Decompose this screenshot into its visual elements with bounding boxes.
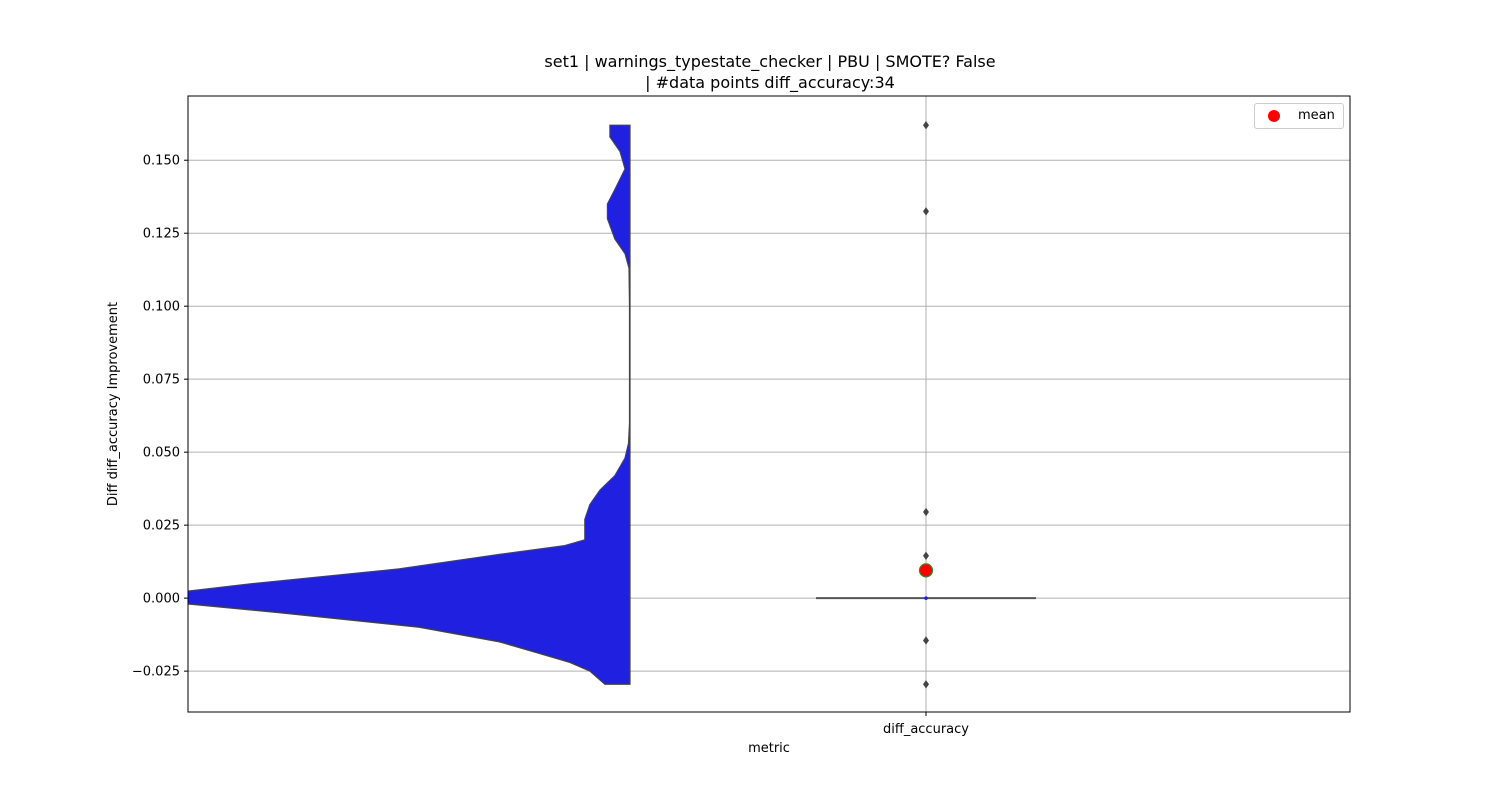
y-axis-label: Diff diff_accuracy Improvement [106, 302, 121, 506]
outlier-point-1 [923, 207, 929, 216]
legend: mean [1254, 103, 1344, 129]
x-tick-label-0: diff_accuracy [883, 722, 969, 737]
y-tick-label-0: −0.025 [132, 665, 180, 680]
y-tick-label-3: 0.050 [143, 446, 180, 461]
box-median-dot [924, 596, 928, 600]
violin-body [188, 124, 631, 685]
outlier-point-5 [923, 680, 929, 689]
mean-point [918, 563, 934, 578]
plot-frame [187, 95, 1351, 713]
y-tick-label-5: 0.100 [143, 300, 180, 315]
y-tick-label-2: 0.025 [143, 519, 180, 534]
y-tick-label-6: 0.125 [143, 227, 180, 242]
outlier-point-4 [923, 636, 929, 645]
chart-title-line2: | #data points diff_accuracy:34 [645, 73, 895, 92]
y-ticks: −0.025 0.000 0.025 0.050 0.075 0.100 0.125 0.15… [132, 154, 188, 680]
x-axis-label: metric [748, 741, 790, 756]
outlier-point-0 [923, 120, 929, 130]
y-tick-label-4: 0.075 [143, 373, 180, 388]
legend-mean-marker [1268, 110, 1280, 122]
y-tick-label-1: 0.000 [143, 592, 180, 607]
box-layer [816, 120, 1036, 689]
violin-layer [188, 124, 631, 685]
y-tick-label-7: 0.150 [143, 154, 180, 169]
outlier-point-3 [923, 551, 929, 561]
chart-title-line1: set1 | warnings_typestate_checker | PBU … [544, 52, 996, 71]
outlier-point-2 [923, 507, 929, 517]
x-ticks: diff_accuracy [883, 712, 969, 737]
legend-mean-label: mean [1298, 108, 1335, 123]
